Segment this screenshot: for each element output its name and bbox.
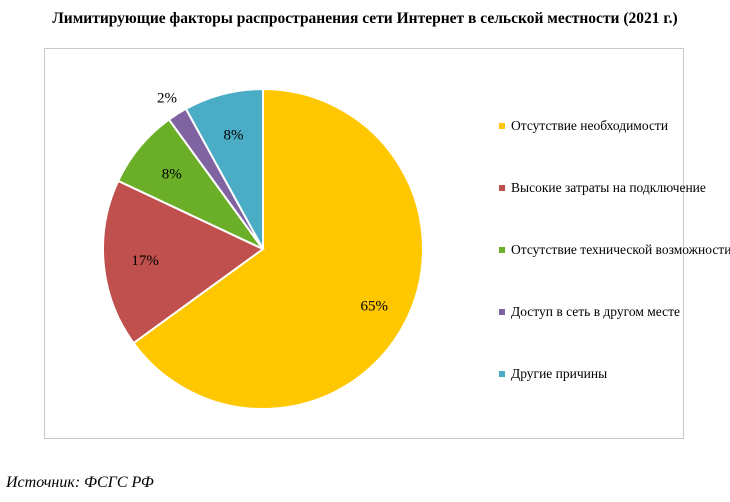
data-label-4: 2% bbox=[157, 91, 177, 107]
legend-label-2: Высокие затраты на подключение bbox=[511, 180, 706, 195]
chart-title: Лимитирующие факторы распространения сет… bbox=[52, 10, 678, 27]
data-label-5: 8% bbox=[224, 127, 244, 143]
legend-swatch-5 bbox=[499, 371, 505, 377]
data-label-3: 8% bbox=[162, 167, 182, 183]
source-note: Источник: ФСГС РФ bbox=[6, 474, 154, 491]
legend-swatch-2 bbox=[499, 185, 505, 191]
data-label-2: 17% bbox=[131, 253, 159, 269]
legend-item-2: Высокие затраты на подключение bbox=[499, 179, 730, 196]
pie-slice-1 bbox=[132, 87, 424, 410]
legend-swatch-1 bbox=[499, 123, 505, 129]
legend-item-5: Другие причины bbox=[499, 365, 730, 382]
pie-slice-5 bbox=[184, 87, 264, 250]
chart-area: 65% 17% 8% 2% 8% Отсутствие необходимости Выс… bbox=[44, 48, 730, 439]
legend-label-1: Отсутствие необходимости bbox=[511, 118, 669, 133]
legend-swatch-4 bbox=[499, 309, 505, 315]
legend-item-4: Доступ в сеть в другом месте bbox=[499, 303, 730, 320]
legend-label-3: Отсутствие технической возможности bbox=[511, 242, 730, 257]
legend-label-5: Другие причины bbox=[511, 366, 608, 381]
pie-slices bbox=[102, 87, 424, 410]
data-label-1: 65% bbox=[360, 299, 388, 315]
pie-slice-2 bbox=[102, 179, 265, 345]
legend-swatch-3 bbox=[499, 247, 505, 253]
pie-chart: 65% 17% 8% 2% 8% bbox=[102, 87, 424, 410]
legend-item-1: Отсутствие необходимости bbox=[499, 117, 730, 134]
legend-item-3: Отсутствие технической возможности bbox=[499, 241, 730, 258]
pie-data-labels: 65% 17% 8% 2% 8% bbox=[131, 91, 388, 315]
legend-label-4: Доступ в сеть в другом месте bbox=[511, 304, 680, 319]
